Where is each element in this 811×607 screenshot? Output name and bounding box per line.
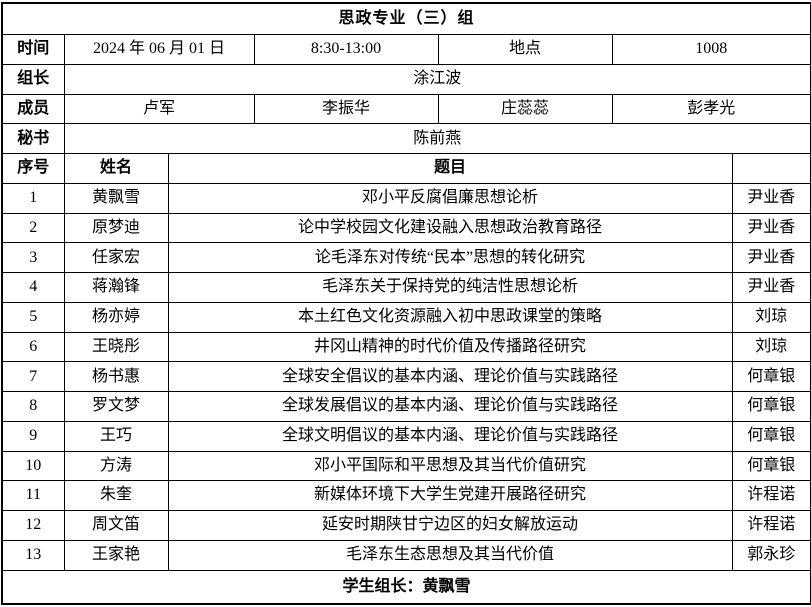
thesis-title: 邓小平国际和平思想及其当代价值研究 bbox=[167, 450, 733, 482]
advisor-name: 尹业香 bbox=[731, 182, 811, 214]
member-name: 李振华 bbox=[253, 93, 439, 125]
table-row: 7 杨书惠 全球安全倡议的基本内涵、理论价值与实践路径 何章银 bbox=[1, 361, 811, 393]
members-label: 成员 bbox=[1, 93, 65, 125]
student-name: 蒋瀚锋 bbox=[63, 272, 169, 303]
secretary-name: 陈前燕 bbox=[63, 123, 811, 155]
thesis-title: 新媒体环境下大学生党建开展路径研究 bbox=[167, 480, 733, 512]
advisor-name: 尹业香 bbox=[731, 272, 811, 303]
table-row: 1 黄飘雪 邓小平反腐倡廉思想论析 尹业香 bbox=[1, 182, 811, 214]
thesis-title: 邓小平反腐倡廉思想论析 bbox=[167, 182, 733, 214]
table-row: 8 罗文梦 全球发展倡议的基本内涵、理论价值与实践路径 何章银 bbox=[1, 391, 811, 422]
members-row: 成员 卢军 李振华 庄蕊蕊 彭孝光 bbox=[1, 93, 811, 125]
student-name: 朱奎 bbox=[63, 480, 169, 512]
student-name: 罗文梦 bbox=[63, 391, 169, 422]
secretary-row: 秘书 陈前燕 bbox=[1, 123, 811, 155]
thesis-title: 全球文明倡议的基本内涵、理论价值与实践路径 bbox=[167, 420, 733, 452]
advisor-name: 何章银 bbox=[731, 361, 811, 393]
thesis-title: 全球安全倡议的基本内涵、理论价值与实践路径 bbox=[167, 361, 733, 393]
row-index: 1 bbox=[1, 182, 65, 214]
thesis-title: 全球发展倡议的基本内涵、理论价值与实践路径 bbox=[167, 391, 733, 422]
col-header-index: 序号 bbox=[1, 153, 65, 184]
title-row: 思政专业（三）组 bbox=[1, 2, 811, 36]
student-name: 王晓彤 bbox=[63, 331, 169, 363]
group-leader-name: 涂江波 bbox=[63, 64, 811, 95]
student-name: 王巧 bbox=[63, 420, 169, 452]
date-value: 2024 年 06 月 01 日 bbox=[63, 34, 255, 66]
student-name: 原梦迪 bbox=[63, 212, 169, 244]
advisor-name: 刘琼 bbox=[731, 331, 811, 363]
thesis-title: 毛泽东关于保持党的纯洁性思想论析 bbox=[167, 272, 733, 303]
room-number: 1008 bbox=[611, 34, 811, 66]
row-index: 3 bbox=[1, 242, 65, 274]
student-name: 黄飘雪 bbox=[63, 182, 169, 214]
student-name: 任家宏 bbox=[63, 242, 169, 274]
advisor-name: 尹业香 bbox=[731, 212, 811, 244]
table-row: 9 王巧 全球文明倡议的基本内涵、理论价值与实践路径 何章银 bbox=[1, 420, 811, 452]
thesis-title: 井冈山精神的时代价值及传播路径研究 bbox=[167, 331, 733, 363]
row-index: 10 bbox=[1, 450, 65, 482]
row-index: 11 bbox=[1, 480, 65, 512]
row-index: 4 bbox=[1, 272, 65, 303]
time-range-value: 8:30-13:00 bbox=[253, 34, 439, 66]
student-leader-footer: 学生组长：黄飘雪 bbox=[1, 569, 811, 605]
thesis-title: 论毛泽东对传统“民本”思想的转化研究 bbox=[167, 242, 733, 274]
row-index: 13 bbox=[1, 539, 65, 571]
table-row: 3 任家宏 论毛泽东对传统“民本”思想的转化研究 尹业香 bbox=[1, 242, 811, 274]
row-index: 8 bbox=[1, 391, 65, 422]
col-header-name: 姓名 bbox=[63, 153, 169, 184]
table-row: 4 蒋瀚锋 毛泽东关于保持党的纯洁性思想论析 尹业香 bbox=[1, 272, 811, 303]
table-row: 10 方涛 邓小平国际和平思想及其当代价值研究 何章银 bbox=[1, 450, 811, 482]
advisor-name: 何章银 bbox=[731, 420, 811, 452]
table-row: 13 王家艳 毛泽东生态思想及其当代价值 郭永珍 bbox=[1, 539, 811, 571]
row-index: 9 bbox=[1, 420, 65, 452]
col-header-advisor bbox=[731, 153, 811, 184]
table-row: 6 王晓彤 井冈山精神的时代价值及传播路径研究 刘琼 bbox=[1, 331, 811, 363]
row-index: 2 bbox=[1, 212, 65, 244]
student-name: 方涛 bbox=[63, 450, 169, 482]
col-header-topic: 题目 bbox=[167, 153, 733, 184]
student-name: 王家艳 bbox=[63, 539, 169, 571]
row-index: 7 bbox=[1, 361, 65, 393]
advisor-name: 何章银 bbox=[731, 450, 811, 482]
location-label: 地点 bbox=[437, 34, 613, 66]
advisor-name: 许程诺 bbox=[731, 480, 811, 512]
group-leader-label: 组长 bbox=[1, 64, 65, 95]
row-index: 5 bbox=[1, 301, 65, 333]
member-name: 彭孝光 bbox=[611, 93, 811, 125]
table-row: 2 原梦迪 论中学校园文化建设融入思想政治教育路径 尹业香 bbox=[1, 212, 811, 244]
thesis-title: 本土红色文化资源融入初中思政课堂的策略 bbox=[167, 301, 733, 333]
advisor-name: 郭永珍 bbox=[731, 539, 811, 571]
footer-row: 学生组长：黄飘雪 bbox=[1, 569, 811, 605]
student-name: 杨亦婷 bbox=[63, 301, 169, 333]
table-row: 12 周文笛 延安时期陕甘宁边区的妇女解放运动 许程诺 bbox=[1, 510, 811, 541]
row-index: 6 bbox=[1, 331, 65, 363]
advisor-name: 何章银 bbox=[731, 391, 811, 422]
member-name: 卢军 bbox=[63, 93, 255, 125]
table-row: 5 杨亦婷 本土红色文化资源融入初中思政课堂的策略 刘琼 bbox=[1, 301, 811, 333]
advisor-name: 许程诺 bbox=[731, 510, 811, 541]
group-title: 思政专业（三）组 bbox=[1, 2, 811, 36]
student-name: 周文笛 bbox=[63, 510, 169, 541]
student-name: 杨书惠 bbox=[63, 361, 169, 393]
table-row: 11 朱奎 新媒体环境下大学生党建开展路径研究 许程诺 bbox=[1, 480, 811, 512]
thesis-title: 延安时期陕甘宁边区的妇女解放运动 bbox=[167, 510, 733, 541]
member-name: 庄蕊蕊 bbox=[437, 93, 613, 125]
thesis-title: 论中学校园文化建设融入思想政治教育路径 bbox=[167, 212, 733, 244]
time-location-row: 时间 2024 年 06 月 01 日 8:30-13:00 地点 1008 bbox=[1, 34, 811, 66]
group-leader-row: 组长 涂江波 bbox=[1, 64, 811, 95]
secretary-label: 秘书 bbox=[1, 123, 65, 155]
column-header-row: 序号 姓名 题目 bbox=[1, 153, 811, 184]
time-label: 时间 bbox=[1, 34, 65, 66]
advisor-name: 尹业香 bbox=[731, 242, 811, 274]
row-index: 12 bbox=[1, 510, 65, 541]
advisor-name: 刘琼 bbox=[731, 301, 811, 333]
thesis-title: 毛泽东生态思想及其当代价值 bbox=[167, 539, 733, 571]
